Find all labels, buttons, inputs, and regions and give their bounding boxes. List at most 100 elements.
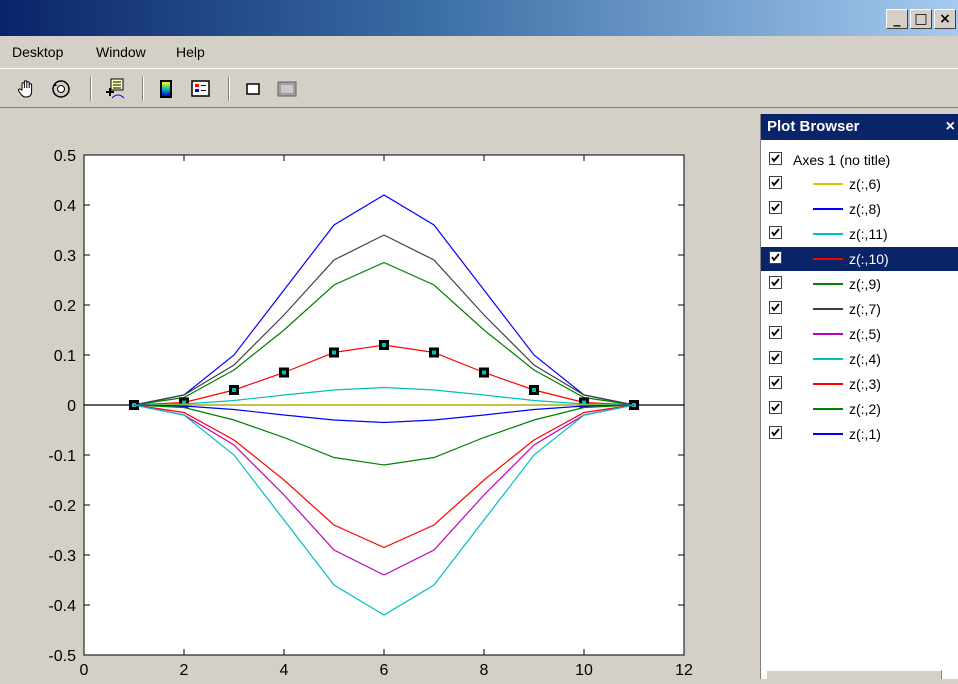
plot-browser-line-item[interactable]: z(:,9) [761, 272, 958, 296]
line-item-label: z(:,11) [849, 226, 888, 242]
line-chart: 0 2 4 6 8 10 12 0.5 0.4 0.3 0.2 0.1 0 -0.1 -0.2 -0.3 -0.… [48, 148, 693, 679]
plot-browser-line-item[interactable]: z(:,8) [761, 197, 958, 221]
line-color-swatch [813, 283, 843, 285]
plot-browser-close-icon[interactable]: × [945, 118, 955, 135]
plot-browser-line-item[interactable]: z(:,3) [761, 372, 958, 396]
line-color-swatch [813, 383, 843, 385]
line-item-label: z(:,8) [849, 201, 881, 217]
y-tick-label: 0.1 [54, 348, 76, 365]
y-tick-label: 0.3 [54, 248, 76, 265]
plot-browser-title: Plot Browser [767, 118, 860, 135]
y-tick-label: 0.5 [54, 148, 76, 165]
series-line-z(:,3) [133, 404, 635, 549]
plot-browser-line-item[interactable]: z(:,11) [761, 222, 958, 246]
visibility-checkbox[interactable] [769, 176, 782, 189]
visibility-checkbox[interactable] [769, 351, 782, 364]
line-item-label: z(:,7) [849, 301, 881, 317]
y-tick-label: 0.2 [54, 298, 76, 315]
line-item-label: z(:,3) [849, 376, 881, 392]
window-titlebar: _ □ × [0, 0, 958, 36]
selected-data-marker-center [282, 370, 286, 375]
selected-data-marker-center [482, 370, 486, 375]
visibility-checkbox[interactable] [769, 301, 782, 314]
y-tick-label: -0.3 [48, 548, 76, 565]
maximize-button[interactable]: □ [910, 9, 932, 29]
visibility-checkbox[interactable] [769, 251, 782, 264]
line-color-swatch [813, 333, 843, 335]
x-tick-label: 0 [80, 662, 89, 679]
y-tick-label: -0.4 [48, 598, 76, 615]
plot-browser-line-item[interactable]: z(:,6) [761, 172, 958, 196]
plot-browser-line-item[interactable]: z(:,4) [761, 347, 958, 371]
y-tick-label: -0.2 [48, 498, 76, 515]
plot-browser-line-item[interactable]: z(:,2) [761, 397, 958, 421]
visibility-checkbox[interactable] [769, 226, 782, 239]
y-tick-label: -0.1 [48, 448, 76, 465]
line-color-swatch [813, 408, 843, 410]
visibility-checkbox[interactable] [769, 426, 782, 439]
y-tick-label: -0.5 [48, 648, 76, 665]
plot-browser-line-item[interactable]: z(:,1) [761, 422, 958, 446]
line-color-swatch [813, 183, 843, 185]
line-item-label: z(:,5) [849, 326, 881, 342]
visibility-checkbox[interactable] [769, 376, 782, 389]
menu-desktop[interactable]: Desktop [12, 44, 64, 60]
selected-data-marker-center [532, 388, 536, 392]
line-item-label: z(:,6) [849, 176, 881, 192]
plot-browser-line-item[interactable]: z(:,5) [761, 322, 958, 346]
axes-label: Axes 1 (no title) [793, 152, 891, 168]
toolbar-separator [228, 77, 230, 101]
series-line-z(:,2) [133, 404, 635, 576]
series-line-z(:,11) [133, 386, 635, 406]
legend-icon[interactable] [190, 78, 212, 100]
toolbar [0, 68, 958, 108]
plot-browser-line-item[interactable]: z(:,7) [761, 297, 958, 321]
plot-browser-titlebar: Plot Browser × [761, 114, 958, 140]
plot-browser-axes-row[interactable]: Axes 1 (no title) [761, 148, 958, 172]
plot-browser-scrollbar[interactable] [766, 670, 942, 679]
selected-data-marker-center [182, 400, 186, 405]
x-tick-label: 12 [675, 662, 693, 679]
menu-window[interactable]: Window [96, 44, 146, 60]
line-item-label: z(:,1) [849, 426, 881, 442]
line-color-swatch [813, 233, 843, 235]
series-line-z(:,8) [133, 194, 635, 406]
visibility-checkbox[interactable] [769, 201, 782, 214]
x-tick-label: 8 [480, 662, 489, 679]
line-color-swatch [813, 358, 843, 360]
line-item-label: z(:,9) [849, 276, 881, 292]
line-color-swatch [813, 258, 843, 260]
series-line-z(:,1) [133, 404, 635, 616]
series-line-z(:,4) [133, 404, 635, 466]
rotate-3d-icon[interactable] [50, 78, 72, 100]
visibility-checkbox[interactable] [769, 401, 782, 414]
y-tick-label: 0 [67, 398, 76, 415]
insert-colorbar-icon[interactable] [104, 78, 126, 100]
minimize-button[interactable]: _ [886, 9, 908, 29]
line-color-swatch [813, 433, 843, 435]
show-plot-tools-icon[interactable] [276, 78, 298, 100]
visibility-checkbox[interactable] [769, 326, 782, 339]
hide-plot-tools-icon[interactable] [242, 78, 264, 100]
selected-data-marker-center [432, 350, 436, 355]
close-button[interactable]: × [934, 9, 956, 29]
x-tick-label: 6 [380, 662, 389, 679]
x-tick-label: 4 [280, 662, 289, 679]
visibility-checkbox[interactable] [769, 152, 782, 165]
visibility-checkbox[interactable] [769, 276, 782, 289]
plot-browser-line-item[interactable]: z(:,10) [761, 247, 958, 271]
x-tick-label: 10 [575, 662, 593, 679]
line-item-label: z(:,10) [849, 251, 889, 267]
line-item-label: z(:,2) [849, 401, 881, 417]
selected-data-marker-center [382, 343, 386, 347]
line-color-swatch [813, 208, 843, 210]
figure-canvas: 0 2 4 6 8 10 12 0.5 0.4 0.3 0.2 0.1 0 -0.1 -0.2 -0.3 -0.… [0, 110, 758, 679]
plot-browser-panel: Plot Browser × Axes 1 (no title) z(:,6) z(… [760, 114, 958, 679]
menu-help[interactable]: Help [176, 44, 205, 60]
series-line-z(:,9) [133, 261, 635, 406]
selected-data-marker-center [332, 350, 336, 355]
colorbar-icon[interactable] [156, 78, 178, 100]
window-controls: _ □ × [884, 9, 956, 29]
pan-hand-icon[interactable] [16, 78, 38, 100]
menu-bar: Desktop Window Help [0, 36, 958, 66]
